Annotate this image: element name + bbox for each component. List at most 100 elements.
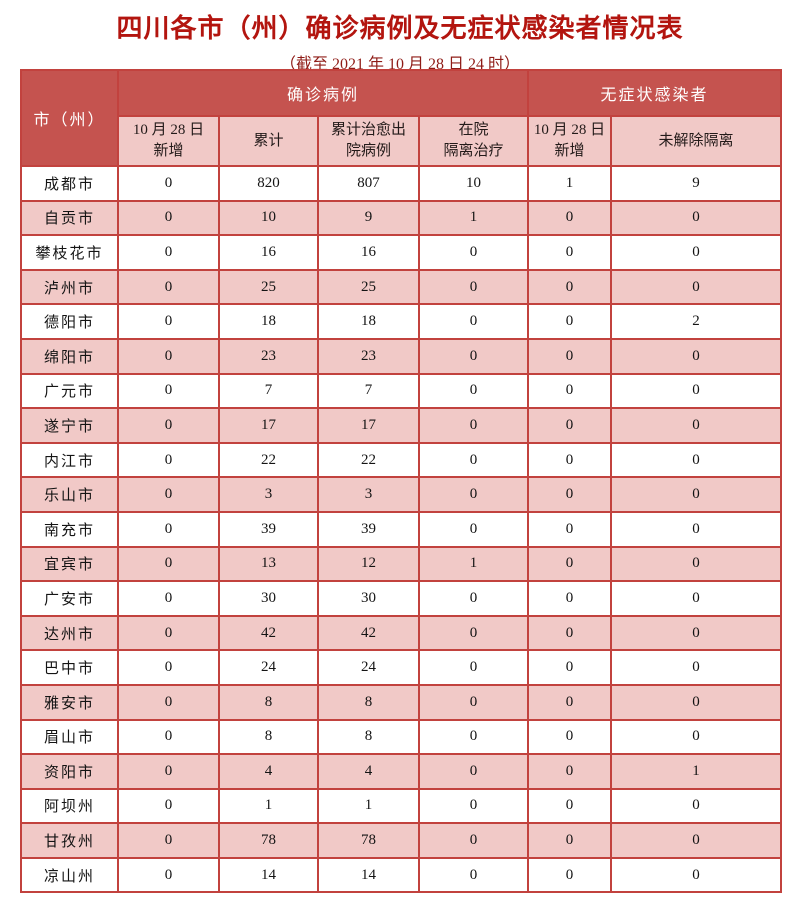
stats-table: 市（州） 确诊病例 无症状感染者 10 月 28 日 新增 累计 累计治愈出 院… xyxy=(20,69,783,894)
table-row: 巴中市 0 24 24 0 0 0 xyxy=(20,649,783,686)
value-cell-new-confirmed: 0 xyxy=(117,372,220,410)
value-cell-still-isolated: 0 xyxy=(610,441,783,479)
value-cell-cured: 42 xyxy=(317,614,420,652)
value-cell-asymptomatic-new: 0 xyxy=(527,407,613,444)
table-row: 乐山市 0 3 3 0 0 0 xyxy=(20,476,783,513)
value-cell-cumulative: 7 xyxy=(218,372,319,410)
value-cell-asymptomatic-new: 0 xyxy=(527,683,613,721)
value-cell-asymptomatic-new: 0 xyxy=(527,476,613,513)
value-cell-cumulative: 24 xyxy=(218,649,319,686)
header-sub-row: 10 月 28 日 新增 累计 累计治愈出 院病例 在院 隔离治疗 10 月 2… xyxy=(21,115,783,167)
value-cell-still-isolated: 0 xyxy=(610,407,783,444)
city-cell: 凉山州 xyxy=(20,856,119,894)
value-cell-cured: 9 xyxy=(317,199,420,237)
table-row: 德阳市 0 18 18 0 0 2 xyxy=(20,303,783,340)
value-cell-cumulative: 10 xyxy=(218,199,319,237)
value-cell-cured: 23 xyxy=(317,337,420,375)
value-cell-still-isolated: 0 xyxy=(610,718,783,756)
value-cell-in-hospital: 0 xyxy=(417,510,530,548)
value-cell-cumulative: 39 xyxy=(218,510,319,548)
value-cell-asymptomatic-new: 0 xyxy=(527,718,613,756)
value-cell-still-isolated: 0 xyxy=(610,234,783,271)
value-cell-asymptomatic-new: 0 xyxy=(527,510,613,548)
city-cell: 自贡市 xyxy=(20,199,119,237)
value-cell-cured: 25 xyxy=(317,268,420,306)
value-cell-new-confirmed: 0 xyxy=(117,234,220,271)
city-cell: 泸州市 xyxy=(20,268,119,306)
value-cell-in-hospital: 10 xyxy=(417,165,530,202)
value-cell-still-isolated: 1 xyxy=(610,753,783,790)
value-cell-asymptomatic-new: 0 xyxy=(527,234,613,271)
value-cell-asymptomatic-new: 0 xyxy=(527,199,613,237)
city-cell: 德阳市 xyxy=(20,303,119,340)
value-cell-cumulative: 16 xyxy=(218,234,319,271)
value-cell-asymptomatic-new: 0 xyxy=(527,649,613,686)
city-cell: 南充市 xyxy=(20,510,119,548)
city-cell: 绵阳市 xyxy=(20,337,119,375)
value-cell-new-confirmed: 0 xyxy=(117,407,220,444)
column-header-cured-discharged: 累计治愈出 院病例 xyxy=(317,115,420,167)
value-cell-cured: 22 xyxy=(317,441,420,479)
value-cell-still-isolated: 0 xyxy=(610,545,783,583)
value-cell-in-hospital: 0 xyxy=(417,753,530,790)
column-header-cumulative: 累计 xyxy=(218,115,319,167)
value-cell-in-hospital: 0 xyxy=(417,337,530,375)
column-header-city: 市（州） xyxy=(20,69,119,167)
city-cell: 遂宁市 xyxy=(20,407,119,444)
value-cell-in-hospital: 0 xyxy=(417,407,530,444)
city-cell: 达州市 xyxy=(20,614,119,652)
value-cell-new-confirmed: 0 xyxy=(117,268,220,306)
value-cell-still-isolated: 9 xyxy=(610,165,783,202)
value-cell-cured: 8 xyxy=(317,718,420,756)
value-cell-new-confirmed: 0 xyxy=(117,510,220,548)
table-row: 成都市 0 820 807 10 1 9 xyxy=(20,165,783,202)
value-cell-in-hospital: 0 xyxy=(417,683,530,721)
value-cell-new-confirmed: 0 xyxy=(117,822,220,859)
value-cell-cumulative: 23 xyxy=(218,337,319,375)
value-cell-in-hospital: 0 xyxy=(417,234,530,271)
table-row: 南充市 0 39 39 0 0 0 xyxy=(20,510,783,548)
value-cell-asymptomatic-new: 0 xyxy=(527,822,613,859)
value-cell-in-hospital: 0 xyxy=(417,614,530,652)
city-cell: 甘孜州 xyxy=(20,822,119,859)
value-cell-cumulative: 17 xyxy=(218,407,319,444)
column-header-asymptomatic-new-oct28: 10 月 28 日 新增 xyxy=(527,115,613,167)
value-cell-cumulative: 14 xyxy=(218,856,319,894)
value-cell-new-confirmed: 0 xyxy=(117,787,220,825)
value-cell-asymptomatic-new: 0 xyxy=(527,268,613,306)
value-cell-cured: 1 xyxy=(317,787,420,825)
value-cell-new-confirmed: 0 xyxy=(117,856,220,894)
table-row: 雅安市 0 8 8 0 0 0 xyxy=(20,683,783,721)
page-subtitle: （截至 2021 年 10 月 28 日 24 时） xyxy=(279,56,520,73)
value-cell-in-hospital: 0 xyxy=(417,268,530,306)
value-cell-new-confirmed: 0 xyxy=(117,337,220,375)
value-cell-in-hospital: 1 xyxy=(417,199,530,237)
value-cell-cumulative: 18 xyxy=(218,303,319,340)
column-header-still-isolated: 未解除隔离 xyxy=(610,115,783,167)
table-row: 遂宁市 0 17 17 0 0 0 xyxy=(20,407,783,444)
value-cell-still-isolated: 0 xyxy=(610,580,783,617)
table-row: 自贡市 0 10 9 1 0 0 xyxy=(20,199,783,237)
value-cell-still-isolated: 0 xyxy=(610,649,783,686)
value-cell-cured: 12 xyxy=(317,545,420,583)
value-cell-cured: 7 xyxy=(317,372,420,410)
value-cell-cumulative: 1 xyxy=(218,787,319,825)
table-row: 广安市 0 30 30 0 0 0 xyxy=(20,580,783,617)
value-cell-new-confirmed: 0 xyxy=(117,683,220,721)
city-cell: 资阳市 xyxy=(20,753,119,790)
value-cell-new-confirmed: 0 xyxy=(117,614,220,652)
city-cell: 宜宾市 xyxy=(20,545,119,583)
value-cell-still-isolated: 0 xyxy=(610,372,783,410)
value-cell-in-hospital: 0 xyxy=(417,580,530,617)
value-cell-still-isolated: 0 xyxy=(610,510,783,548)
value-cell-still-isolated: 0 xyxy=(610,822,783,859)
stats-table-container: 市（州） 确诊病例 无症状感染者 10 月 28 日 新增 累计 累计治愈出 院… xyxy=(20,69,783,894)
value-cell-still-isolated: 0 xyxy=(610,199,783,237)
value-cell-in-hospital: 0 xyxy=(417,787,530,825)
table-header: 市（州） 确诊病例 无症状感染者 10 月 28 日 新增 累计 累计治愈出 院… xyxy=(20,69,783,167)
city-cell: 攀枝花市 xyxy=(20,234,119,271)
city-cell: 广元市 xyxy=(20,372,119,410)
value-cell-asymptomatic-new: 0 xyxy=(527,856,613,894)
table-row: 宜宾市 0 13 12 1 0 0 xyxy=(20,545,783,583)
